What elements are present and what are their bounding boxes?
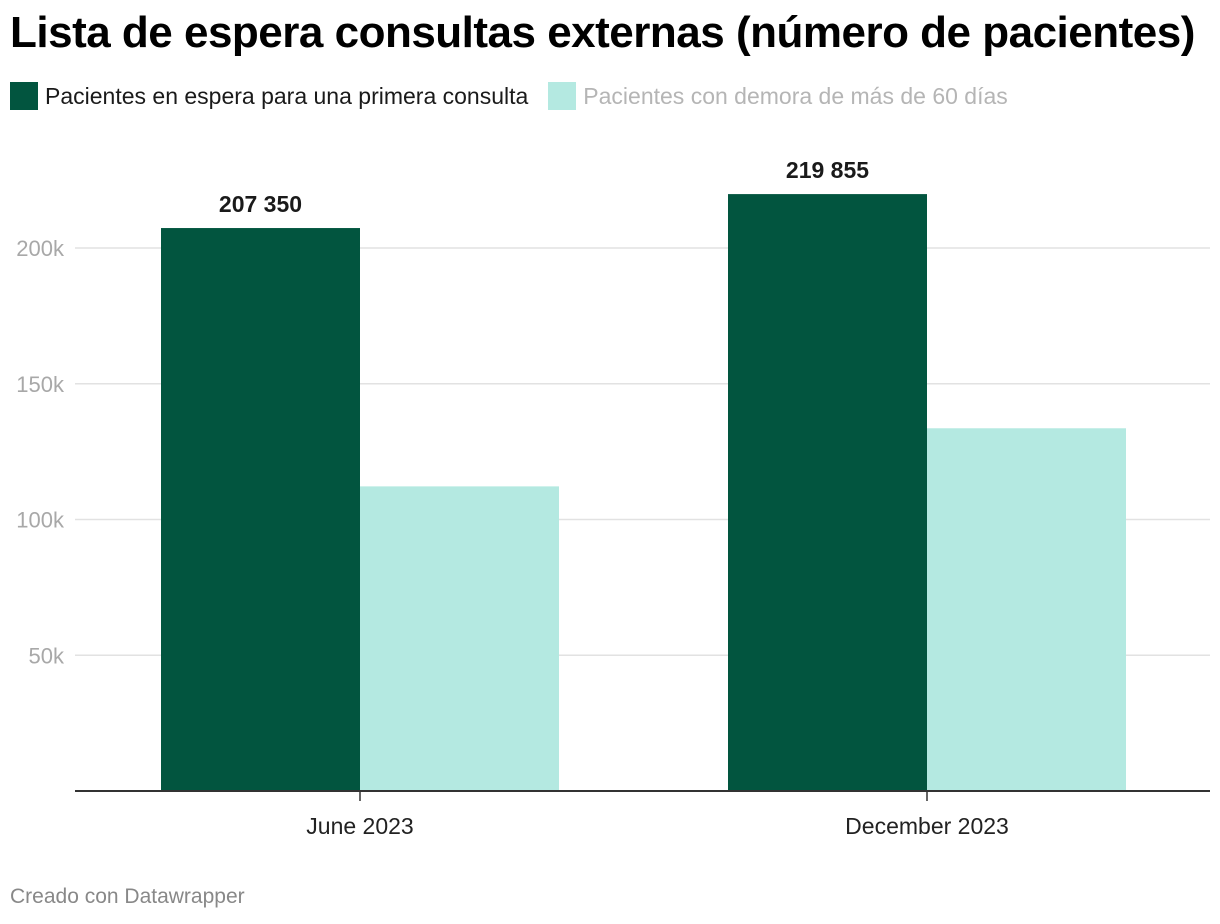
legend-swatch-primera-consulta (10, 82, 38, 110)
legend-item-demora-60-dias[interactable]: Pacientes con demora de más de 60 días (548, 82, 1008, 110)
bar-demora-60-dias-1 (927, 428, 1126, 791)
legend-item-primera-consulta[interactable]: Pacientes en espera para una primera con… (10, 82, 528, 110)
legend: Pacientes en espera para una primera con… (10, 82, 1028, 110)
y-tick-label-50k: 50k (29, 643, 65, 668)
value-label-1: 219 855 (786, 157, 869, 183)
value-label-0: 207 350 (219, 191, 302, 217)
bar-primera-consulta-0 (161, 228, 360, 792)
legend-swatch-demora-60-dias (548, 82, 577, 110)
bar-demora-60-dias-0 (360, 486, 559, 791)
footer-credit: Creado con Datawrapper (10, 885, 245, 908)
chart-title: Lista de espera consultas externas (núme… (10, 8, 1195, 57)
x-tick-label-0: June 2023 (306, 813, 413, 839)
legend-label-primera-consulta: Pacientes en espera para una primera con… (45, 82, 529, 109)
legend-label-demora-60-dias: Pacientes con demora de más de 60 días (583, 82, 1008, 109)
y-tick-label-150k: 150k (16, 372, 65, 397)
x-tick-label-1: December 2023 (845, 813, 1009, 839)
bar-primera-consulta-1 (728, 194, 927, 791)
y-tick-label-100k: 100k (16, 508, 65, 533)
y-tick-label-200k: 200k (16, 236, 65, 261)
